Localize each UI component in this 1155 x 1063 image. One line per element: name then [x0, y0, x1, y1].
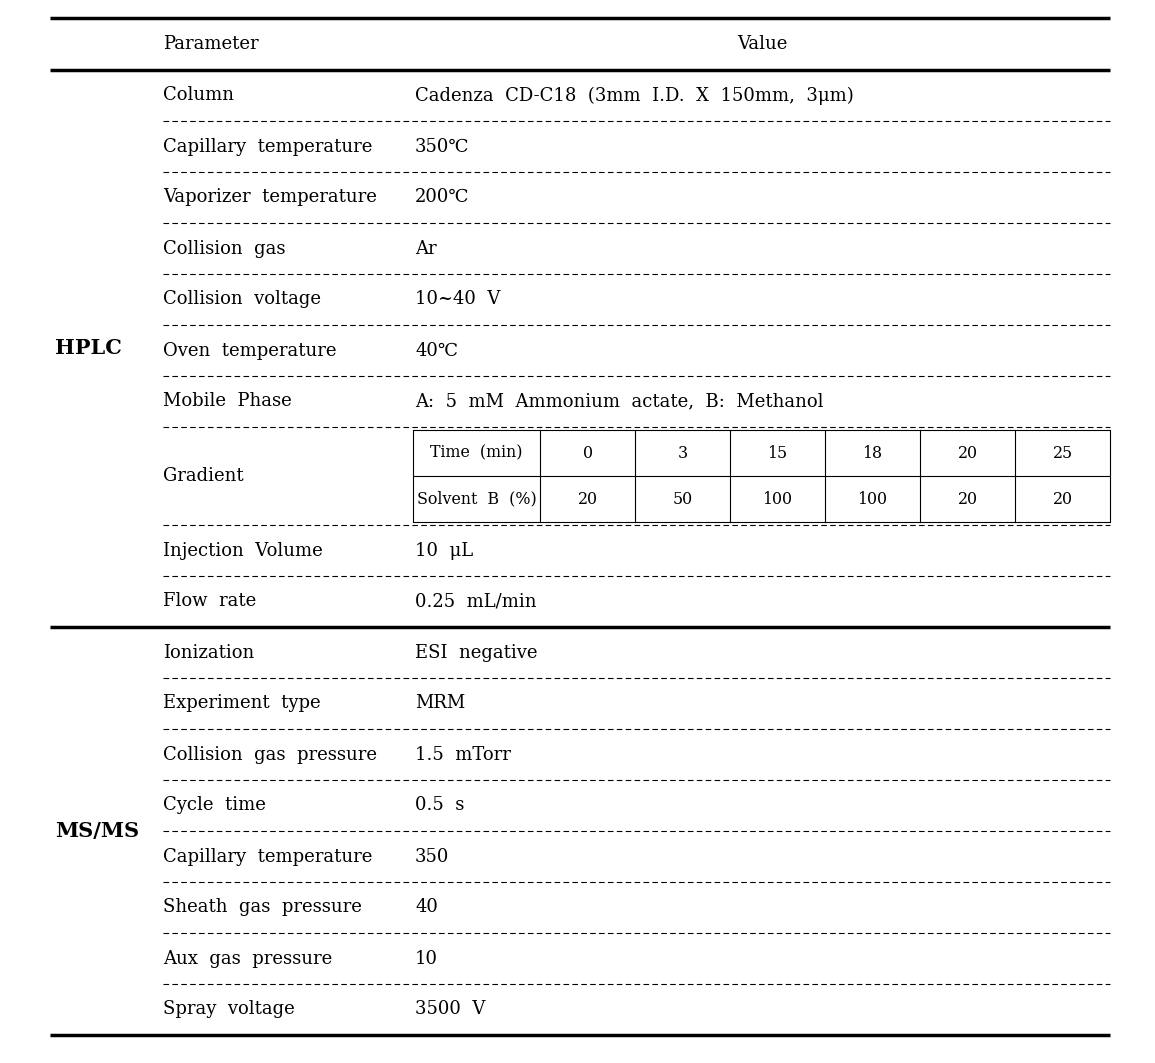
Text: Collision  voltage: Collision voltage — [163, 290, 321, 308]
Text: Mobile  Phase: Mobile Phase — [163, 392, 292, 410]
Text: 10: 10 — [415, 949, 438, 967]
Text: 350: 350 — [415, 847, 449, 865]
Text: Experiment  type: Experiment type — [163, 694, 321, 712]
Text: Solvent  B  (%): Solvent B (%) — [417, 490, 536, 507]
Text: Parameter: Parameter — [163, 35, 259, 53]
Text: Time  (min): Time (min) — [431, 444, 523, 461]
Text: Capillary  temperature: Capillary temperature — [163, 847, 372, 865]
Text: Spray  voltage: Spray voltage — [163, 1000, 295, 1018]
Text: 20: 20 — [957, 444, 977, 461]
Text: Flow  rate: Flow rate — [163, 592, 256, 610]
Text: Ar: Ar — [415, 239, 437, 257]
Text: 15: 15 — [767, 444, 788, 461]
Text: ESI  negative: ESI negative — [415, 643, 537, 661]
Text: Value: Value — [737, 35, 788, 53]
Text: 100: 100 — [857, 490, 887, 507]
Text: 10~40  V: 10~40 V — [415, 290, 500, 308]
Text: Capillary  temperature: Capillary temperature — [163, 137, 372, 155]
Text: Collision  gas: Collision gas — [163, 239, 285, 257]
Text: 18: 18 — [863, 444, 882, 461]
Text: MS/MS: MS/MS — [55, 821, 139, 841]
Text: 20: 20 — [578, 490, 597, 507]
Text: 40℃: 40℃ — [415, 341, 459, 359]
Text: Injection  Volume: Injection Volume — [163, 541, 322, 559]
Text: Aux  gas  pressure: Aux gas pressure — [163, 949, 333, 967]
Text: 0.5  s: 0.5 s — [415, 796, 464, 814]
Text: 200℃: 200℃ — [415, 188, 469, 206]
Text: 40: 40 — [415, 898, 438, 916]
Text: Sheath  gas  pressure: Sheath gas pressure — [163, 898, 362, 916]
Text: Gradient: Gradient — [163, 467, 244, 485]
Text: 3: 3 — [678, 444, 687, 461]
Text: 10  μL: 10 μL — [415, 541, 474, 559]
Text: A:  5  mM  Ammonium  actate,  B:  Methanol: A: 5 mM Ammonium actate, B: Methanol — [415, 392, 824, 410]
Text: 20: 20 — [1052, 490, 1073, 507]
Text: 350℃: 350℃ — [415, 137, 469, 155]
Text: Collision  gas  pressure: Collision gas pressure — [163, 745, 377, 763]
Text: 1.5  mTorr: 1.5 mTorr — [415, 745, 511, 763]
Text: 3500  V: 3500 V — [415, 1000, 485, 1018]
Text: 0: 0 — [582, 444, 593, 461]
Text: Cadenza  CD-C18  (3mm  I.D.  X  150mm,  3μm): Cadenza CD-C18 (3mm I.D. X 150mm, 3μm) — [415, 86, 854, 104]
Text: Column: Column — [163, 86, 234, 104]
Text: 50: 50 — [672, 490, 693, 507]
Text: 25: 25 — [1052, 444, 1073, 461]
Text: Vaporizer  temperature: Vaporizer temperature — [163, 188, 377, 206]
Text: MRM: MRM — [415, 694, 465, 712]
Text: Ionization: Ionization — [163, 643, 254, 661]
Text: 0.25  mL/min: 0.25 mL/min — [415, 592, 537, 610]
Text: Cycle  time: Cycle time — [163, 796, 266, 814]
Text: 100: 100 — [762, 490, 792, 507]
Text: Oven  temperature: Oven temperature — [163, 341, 336, 359]
Text: HPLC: HPLC — [55, 338, 122, 358]
Text: 20: 20 — [957, 490, 977, 507]
